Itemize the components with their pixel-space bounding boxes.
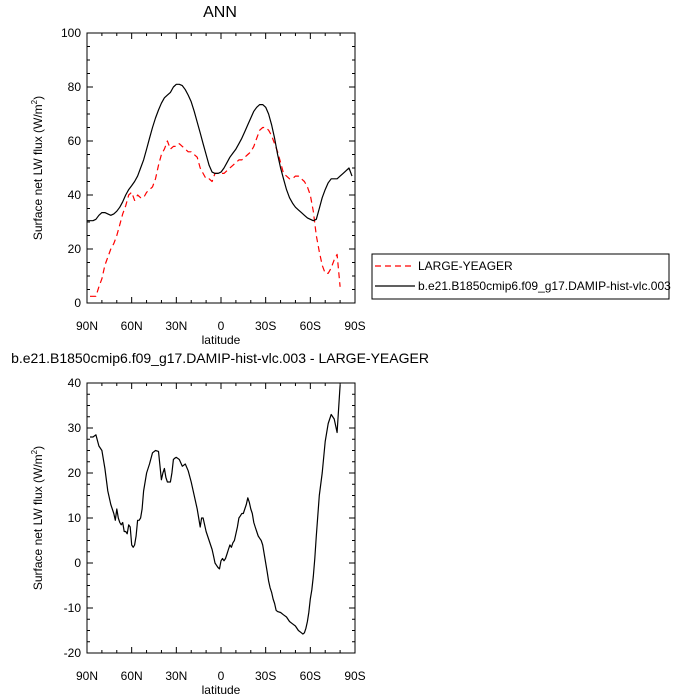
chart-bottom-tick-labels: -20 -10 0 10 20 30 40 90N 60N 30N 0 30S 60S 90S (64, 376, 366, 683)
chart-top-ylabel-close: ) (31, 96, 45, 100)
chart-bottom-ylabel-text: Surface net LW flux (W/m (31, 454, 45, 590)
chart-top-series-line-0 (90, 126, 341, 297)
x-tick-label: 60N (121, 669, 143, 683)
y-tick-label: 40 (68, 376, 82, 390)
chart-top-tick-labels: 0 20 40 60 80 100 90N 60N 30N 0 30S 60S 90S (61, 26, 366, 333)
x-tick-label: 30S (255, 669, 276, 683)
x-tick-label: 30N (165, 319, 187, 333)
chart-top-series-layer (87, 83, 353, 297)
chart-top-xlabel: latitude (202, 333, 241, 347)
chart-bottom-ylabel-close: ) (31, 446, 45, 450)
y-tick-label: 60 (68, 134, 82, 148)
x-tick-label: 0 (218, 669, 225, 683)
y-tick-label: 0 (74, 556, 81, 570)
y-tick-label: 20 (68, 466, 82, 480)
y-tick-label: -10 (64, 601, 82, 615)
y-tick-label: 80 (68, 80, 82, 94)
chart-bottom: b.e21.B1850cmip6.f09_g17.DAMIP-hist-vlc.… (11, 350, 429, 697)
x-tick-label: 90S (344, 319, 365, 333)
y-tick-label: 100 (61, 26, 81, 40)
chart-bottom-ylabel-sup: 2 (30, 449, 39, 454)
y-tick-label: 10 (68, 511, 82, 525)
x-tick-label: 0 (218, 319, 225, 333)
chart-bottom-title: b.e21.B1850cmip6.f09_g17.DAMIP-hist-vlc.… (11, 350, 429, 366)
x-tick-label: 30S (255, 319, 276, 333)
x-tick-label: 90N (76, 319, 98, 333)
x-tick-label: 90N (76, 669, 98, 683)
y-tick-label: 30 (68, 421, 82, 435)
chart-top-series-line-1 (87, 83, 353, 222)
chart-bottom-ticks-layer (86, 382, 356, 654)
chart-bottom-series-line-0 (90, 385, 341, 635)
x-tick-label: 60S (300, 669, 321, 683)
chart-top-ylabel: Surface net LW flux (W/m2) (30, 96, 45, 240)
legend-box (371, 253, 670, 300)
chart-bottom-plot-frame (86, 382, 356, 654)
x-tick-label: 30N (165, 669, 187, 683)
x-tick-label: 60S (300, 319, 321, 333)
chart-top-plot-frame (86, 32, 356, 304)
chart-bottom-xlabel: latitude (202, 683, 241, 697)
y-tick-label: 0 (74, 296, 81, 310)
y-tick-label: 20 (68, 242, 82, 256)
y-tick-label: -20 (64, 646, 82, 660)
chart-top-legend: LARGE-YEAGER b.e21.B1850cmip6.f09_g17.DA… (371, 253, 671, 300)
y-tick-label: 40 (68, 188, 82, 202)
chart-bottom-ylabel: Surface net LW flux (W/m2) (30, 446, 45, 590)
x-tick-label: 90S (344, 669, 365, 683)
chart-top-title: ANN (203, 4, 237, 21)
legend-label-large-yeager: LARGE-YEAGER (418, 259, 513, 273)
x-tick-label: 60N (121, 319, 143, 333)
chart-top-ticks-layer (86, 32, 356, 304)
chart-top-ylabel-text: Surface net LW flux (W/m (31, 104, 45, 240)
chart-top-ylabel-sup: 2 (30, 99, 39, 104)
legend-label-damip: b.e21.B1850cmip6.f09_g17.DAMIP-hist-vlc.… (418, 279, 671, 293)
chart-top: ANN 0 20 40 60 80 100 90N 60N 30N 0 30S 60S 90S lati… (30, 4, 671, 347)
chart-bottom-series-layer (90, 385, 341, 635)
